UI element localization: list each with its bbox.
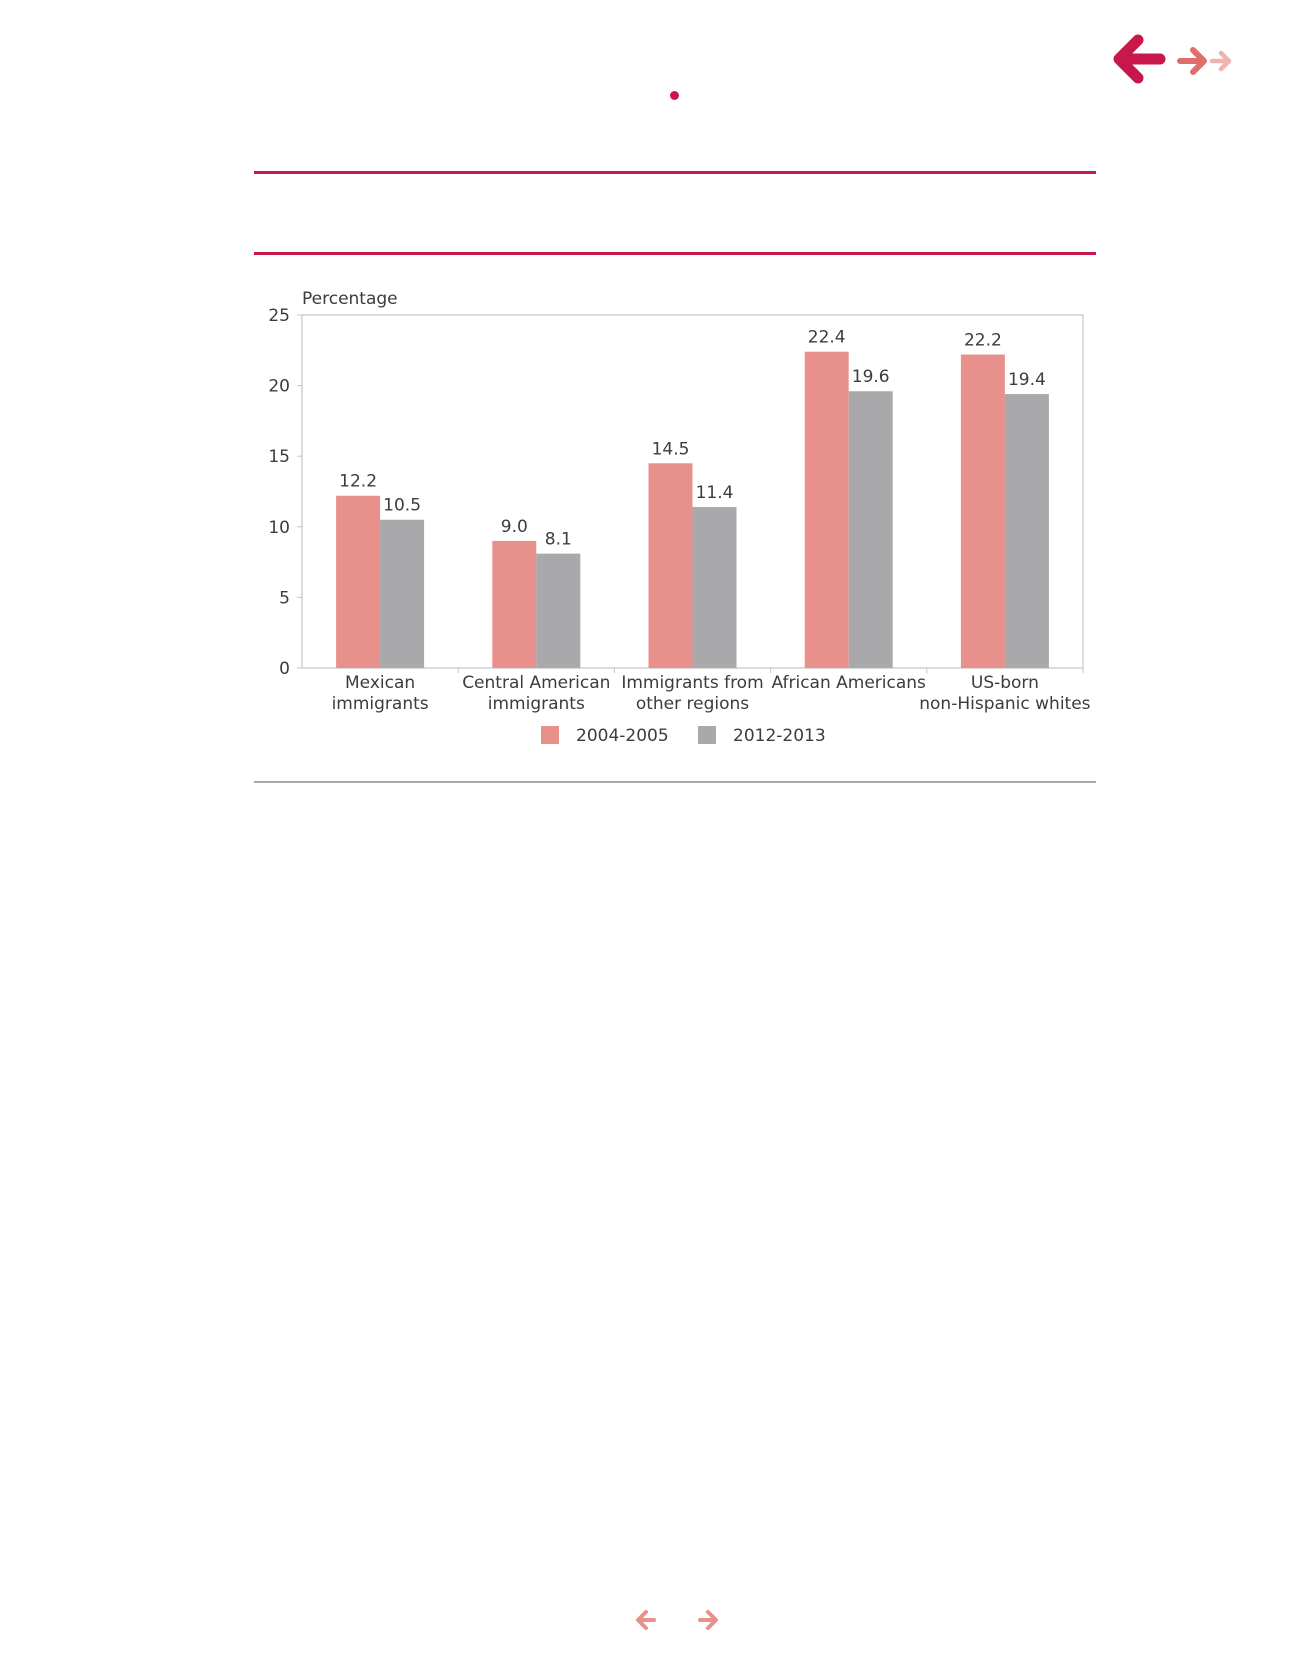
data-label: 11.4 bbox=[696, 483, 734, 503]
y-axis-label: Percentage bbox=[302, 289, 398, 309]
bar-2012-2013 bbox=[1004, 394, 1049, 668]
arrow-left-icon bbox=[636, 1610, 656, 1630]
x-tick-label: Central American bbox=[462, 673, 610, 693]
data-label: 19.4 bbox=[1008, 370, 1046, 390]
y-tick-label: 5 bbox=[279, 588, 290, 608]
bar-2012-2013 bbox=[848, 391, 893, 668]
data-label: 10.5 bbox=[383, 496, 421, 516]
y-tick-label: 20 bbox=[268, 377, 290, 397]
bar-2004-2005 bbox=[960, 354, 1005, 668]
x-tick-label: non-Hispanic whites bbox=[919, 694, 1090, 714]
prev-page-button[interactable] bbox=[634, 1608, 658, 1632]
header-rule-top bbox=[254, 171, 1096, 174]
y-tick-label: 0 bbox=[279, 659, 290, 679]
arrow-left-icon[interactable] bbox=[1108, 30, 1166, 88]
y-tick-label: 15 bbox=[268, 447, 290, 467]
data-label: 9.0 bbox=[501, 517, 528, 537]
bar-2012-2013 bbox=[380, 519, 425, 668]
y-tick-label: 10 bbox=[268, 518, 290, 538]
page-marker-dot bbox=[670, 91, 679, 100]
x-tick-label: Mexican bbox=[345, 673, 415, 693]
bar-2012-2013 bbox=[692, 507, 737, 668]
data-label: 14.5 bbox=[652, 439, 690, 459]
bar-2012-2013 bbox=[536, 553, 581, 668]
bar-2004-2005 bbox=[336, 495, 381, 668]
header-rule-bottom bbox=[254, 252, 1096, 255]
x-tick-label: US-born bbox=[971, 673, 1039, 693]
legend-label: 2012-2013 bbox=[733, 726, 826, 746]
bar-2004-2005 bbox=[492, 540, 537, 668]
legend-swatch bbox=[698, 726, 716, 744]
legend-swatch bbox=[541, 726, 559, 744]
bar-chart: Percentage051015202512.210.5Mexicanimmig… bbox=[268, 289, 1090, 746]
x-tick-label: immigrants bbox=[332, 694, 429, 714]
legend-label: 2004-2005 bbox=[576, 726, 669, 746]
arrow-right-icon[interactable] bbox=[1208, 48, 1234, 74]
data-label: 8.1 bbox=[545, 530, 572, 550]
arrow-right-icon[interactable] bbox=[1176, 44, 1210, 78]
bar-2004-2005 bbox=[648, 463, 693, 668]
next-page-button[interactable] bbox=[696, 1608, 720, 1632]
chart-rule-bottom bbox=[254, 781, 1096, 783]
data-label: 12.2 bbox=[339, 472, 377, 492]
data-label: 22.4 bbox=[808, 328, 846, 348]
top-navigation bbox=[1098, 24, 1238, 94]
y-tick-label: 25 bbox=[268, 306, 290, 326]
data-label: 22.2 bbox=[964, 331, 1002, 351]
data-label: 19.6 bbox=[852, 367, 890, 387]
x-tick-label: other regions bbox=[636, 694, 749, 714]
x-tick-label: Immigrants from bbox=[621, 673, 763, 693]
x-tick-label: immigrants bbox=[488, 694, 585, 714]
x-tick-label: African Americans bbox=[771, 673, 926, 693]
arrow-right-icon bbox=[698, 1610, 718, 1630]
bar-2004-2005 bbox=[804, 351, 849, 668]
